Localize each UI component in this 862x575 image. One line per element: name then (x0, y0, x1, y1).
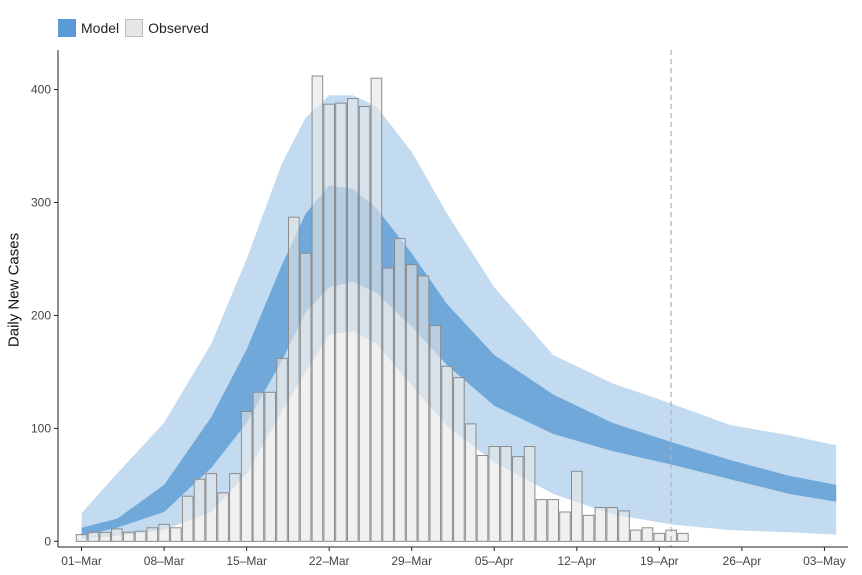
observed-bar (523, 446, 536, 542)
observed-bar (405, 264, 418, 542)
observed-bar (488, 446, 501, 542)
observed-bar (122, 531, 135, 542)
observed-bar (217, 492, 229, 542)
observed-bars (75, 75, 689, 542)
axes: 0 100 200 300 400 01–Mar 08–Mar 15–Mar 22–Mar 29–… (31, 50, 848, 568)
legend-item-model: Model (58, 19, 119, 37)
observed-bar (370, 77, 383, 542)
observed-bar (99, 531, 112, 542)
observed-bar (464, 423, 477, 542)
observed-bar (641, 527, 654, 542)
observed-bar (134, 530, 147, 542)
observed-bar (347, 98, 359, 542)
observed-bar (500, 446, 512, 542)
y-axis-label: Daily New Cases (5, 232, 23, 348)
y-tick-label: 100 (31, 421, 51, 435)
observed-bar (429, 325, 442, 542)
legend-item-observed: Observed (125, 19, 209, 37)
observed-bar (382, 267, 394, 542)
observed-bar (264, 391, 276, 542)
observed-bar (323, 103, 335, 542)
model-inner-band (81, 185, 837, 536)
observed-bar (299, 252, 312, 542)
observed-bar (252, 391, 265, 542)
observed-bar (170, 527, 182, 542)
observed-bar (559, 511, 571, 542)
observed-bar (453, 377, 465, 542)
x-tick-label: 12–Apr (557, 554, 596, 568)
x-tick-label: 19–Apr (640, 554, 679, 568)
observed-bar (594, 507, 607, 542)
observed-bar (240, 411, 253, 542)
legend-swatch-model (58, 19, 76, 37)
x-tick-label: 01–Mar (61, 554, 102, 568)
legend-label-observed: Observed (148, 20, 209, 36)
legend-swatch-observed (125, 19, 144, 37)
observed-bar (87, 531, 100, 542)
observed-bar (417, 275, 430, 542)
observed-bar (193, 478, 206, 542)
observed-bar (394, 238, 406, 542)
observed-bar (441, 365, 453, 542)
observed-bar (547, 499, 560, 542)
x-tick-label: 08–Mar (144, 554, 185, 568)
observed-bar (75, 534, 88, 542)
observed-bar (181, 495, 194, 542)
x-tick-label: 03–May (803, 554, 846, 568)
observed-bar (158, 523, 170, 542)
observed-bar (606, 507, 619, 542)
x-tick-label: 29–Mar (391, 554, 432, 568)
x-tick-label: 26–Apr (723, 554, 762, 568)
x-tick-label: 15–Mar (226, 554, 267, 568)
x-tick-label: 22–Mar (309, 554, 350, 568)
observed-bar (311, 75, 324, 542)
y-tick-label: 200 (31, 308, 51, 322)
observed-bar (335, 102, 347, 542)
observed-bar (276, 357, 288, 542)
observed-bar (358, 106, 371, 542)
legend-label-model: Model (81, 20, 120, 36)
observed-bar (111, 528, 123, 542)
observed-bar (288, 216, 300, 542)
observed-bar (677, 532, 689, 542)
observed-bar (571, 470, 583, 542)
observed-bar (476, 455, 489, 542)
observed-bar (205, 473, 218, 542)
observed-bar (512, 456, 524, 542)
y-tick-label: 0 (44, 534, 51, 548)
observed-bar (146, 527, 159, 542)
observed-bar (630, 529, 642, 542)
observed-bar (582, 514, 595, 542)
y-tick-label: 300 (31, 195, 51, 209)
observed-bar (229, 473, 241, 542)
y-tick-label: 400 (31, 83, 51, 97)
observed-bar (653, 532, 666, 542)
x-tick-label: 05–Apr (475, 554, 514, 568)
legend: Model Observed (58, 17, 215, 39)
observed-bar (618, 510, 630, 542)
observed-bar (535, 499, 548, 542)
